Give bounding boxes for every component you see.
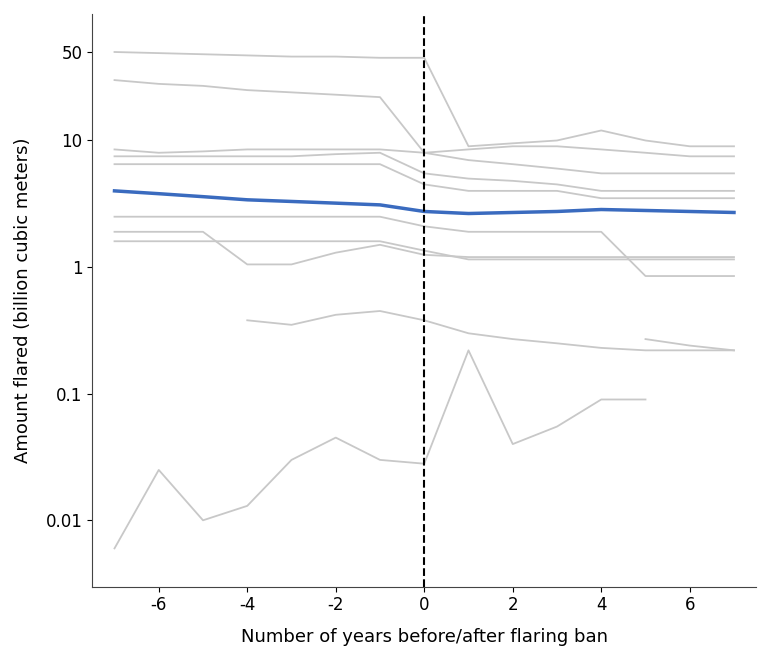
X-axis label: Number of years before/after flaring ban: Number of years before/after flaring ban	[241, 628, 608, 646]
Y-axis label: Amount flared (billion cubic meters): Amount flared (billion cubic meters)	[14, 137, 32, 463]
